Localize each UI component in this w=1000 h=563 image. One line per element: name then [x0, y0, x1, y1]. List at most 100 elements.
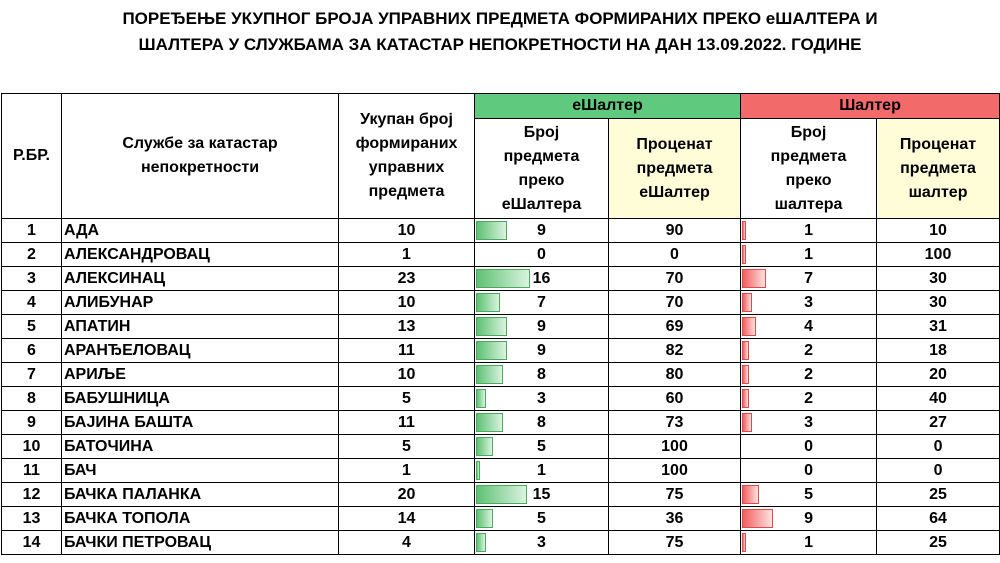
- eshalter-count-bar: [476, 317, 507, 336]
- table-row: 5 АПАТИН 13 9 69 4 31: [1, 314, 1000, 339]
- header-total: Укупан број формираних управних предмета: [338, 93, 475, 219]
- eshalter-percent: 90: [607, 218, 742, 243]
- eshalter-percent: 0: [607, 242, 742, 267]
- eshalter-percent: 82: [607, 338, 742, 363]
- total-count: 10: [338, 218, 475, 243]
- eshalter-count-bar: [476, 389, 486, 408]
- table-row: 7 АРИЉЕ 10 8 80 2 20: [1, 362, 1000, 387]
- title-line-1: ПОРЕЂЕЊЕ УКУПНОГ БРОЈА УПРАВНИХ ПРЕДМЕТА…: [122, 9, 878, 28]
- shalter-count-value: 2: [804, 389, 813, 407]
- total-count: 11: [338, 338, 475, 363]
- total-count: 5: [338, 434, 475, 459]
- shalter-percent: 27: [876, 410, 1000, 435]
- shalter-count-value: 0: [804, 461, 813, 479]
- row-number: 12: [1, 482, 62, 507]
- header-rb: Р.БР.: [1, 93, 62, 219]
- office-name: АЛЕКСИНАЦ: [61, 266, 339, 291]
- shalter-count-bar: [742, 533, 747, 552]
- shalter-percent: 0: [876, 458, 1000, 483]
- office-name: АПАТИН: [61, 314, 339, 339]
- shalter-percent: 64: [876, 506, 1000, 531]
- row-number: 2: [1, 242, 62, 267]
- shalter-count: 0: [740, 458, 878, 483]
- title-line-2: ШАЛТЕРА У СЛУЖБАМА ЗА КАТАСТАР НЕПОКРЕТН…: [138, 35, 862, 54]
- office-name: БАЧКА ПАЛАНКА: [61, 482, 339, 507]
- eshalter-count-bar: [476, 461, 480, 480]
- shalter-count-bar: [742, 413, 753, 432]
- office-name: БАТОЧИНА: [61, 434, 339, 459]
- eshalter-count-bar: [476, 293, 500, 312]
- table-row: 12 БАЧКА ПАЛАНКА 20 15 75 5 25: [1, 482, 1000, 507]
- eshalter-count: 7: [474, 290, 609, 315]
- shalter-count-bar: [742, 293, 753, 312]
- shalter-count: 1: [740, 218, 878, 243]
- table-row: 8 БАБУШНИЦА 5 3 60 2 40: [1, 386, 1000, 411]
- table-row: 13 БАЧКА ТОПОЛА 14 5 36 9 64: [1, 506, 1000, 531]
- office-name: АЛЕКСАНДРОВАЦ: [61, 242, 339, 267]
- shalter-percent: 31: [876, 314, 1000, 339]
- eshalter-count-value: 7: [537, 293, 546, 311]
- eshalter-count: 16: [474, 266, 609, 291]
- shalter-percent: 40: [876, 386, 1000, 411]
- eshalter-count: 9: [474, 314, 609, 339]
- total-count: 23: [338, 266, 475, 291]
- shalter-percent: 100: [876, 242, 1000, 267]
- eshalter-count: 0: [474, 242, 609, 267]
- table-row: 14 БАЧКИ ПЕТРОВАЦ 4 3 75 1 25: [1, 530, 1000, 555]
- eshalter-count-value: 15: [532, 485, 551, 503]
- row-number: 3: [1, 266, 62, 291]
- eshalter-percent: 36: [607, 506, 742, 531]
- table-row: 4 АЛИБУНАР 10 7 70 3 30: [1, 290, 1000, 315]
- header-s-count: Број предмета преко шалтера: [740, 118, 878, 219]
- shalter-count: 3: [740, 410, 878, 435]
- row-number: 8: [1, 386, 62, 411]
- eshalter-count-value: 9: [537, 221, 546, 239]
- eshalter-count-bar: [476, 533, 486, 552]
- shalter-count-value: 5: [804, 485, 813, 503]
- table-row: 6 АРАНЂЕЛОВАЦ 11 9 82 2 18: [1, 338, 1000, 363]
- office-name: АРИЉЕ: [61, 362, 339, 387]
- shalter-count-bar: [742, 485, 760, 504]
- header-shalter-group: Шалтер: [740, 93, 1000, 119]
- shalter-count-value: 2: [804, 341, 813, 359]
- eshalter-count-bar: [476, 365, 503, 384]
- total-count: 13: [338, 314, 475, 339]
- total-count: 4: [338, 530, 475, 555]
- shalter-count: 3: [740, 290, 878, 315]
- eshalter-count: 5: [474, 434, 609, 459]
- table-header: Р.БР. Службе за катастар непокретности У…: [1, 93, 1000, 219]
- shalter-count-value: 1: [804, 533, 813, 551]
- eshalter-percent: 75: [607, 482, 742, 507]
- row-number: 7: [1, 362, 62, 387]
- shalter-count: 1: [740, 530, 878, 555]
- shalter-count-bar: [742, 365, 750, 384]
- eshalter-count-bar: [476, 485, 527, 504]
- table-row: 1 АДА 10 9 90 1 10: [1, 218, 1000, 243]
- shalter-count: 4: [740, 314, 878, 339]
- eshalter-count: 15: [474, 482, 609, 507]
- total-count: 11: [338, 410, 475, 435]
- eshalter-count: 1: [474, 458, 609, 483]
- eshalter-percent: 73: [607, 410, 742, 435]
- eshalter-count-value: 3: [537, 389, 546, 407]
- row-number: 6: [1, 338, 62, 363]
- table-row: 3 АЛЕКСИНАЦ 23 16 70 7 30: [1, 266, 1000, 291]
- shalter-count-bar: [742, 269, 767, 288]
- eshalter-count-value: 3: [537, 533, 546, 551]
- eshalter-count-bar: [476, 509, 493, 528]
- table-row: 9 БАЈИНА БАШТА 11 8 73 3 27: [1, 410, 1000, 435]
- eshalter-count: 8: [474, 410, 609, 435]
- row-number: 4: [1, 290, 62, 315]
- office-name: БАЈИНА БАШТА: [61, 410, 339, 435]
- eshalter-percent: 80: [607, 362, 742, 387]
- shalter-percent: 30: [876, 266, 1000, 291]
- shalter-count-bar: [742, 221, 747, 240]
- table-row: 2 АЛЕКСАНДРОВАЦ 1 0 0 1 100: [1, 242, 1000, 267]
- office-name: БАЧКА ТОПОЛА: [61, 506, 339, 531]
- row-number: 14: [1, 530, 62, 555]
- shalter-count-value: 1: [804, 245, 813, 263]
- eshalter-count-bar: [476, 341, 507, 360]
- eshalter-count-bar: [476, 437, 493, 456]
- shalter-count-bar: [742, 317, 757, 336]
- shalter-count: 7: [740, 266, 878, 291]
